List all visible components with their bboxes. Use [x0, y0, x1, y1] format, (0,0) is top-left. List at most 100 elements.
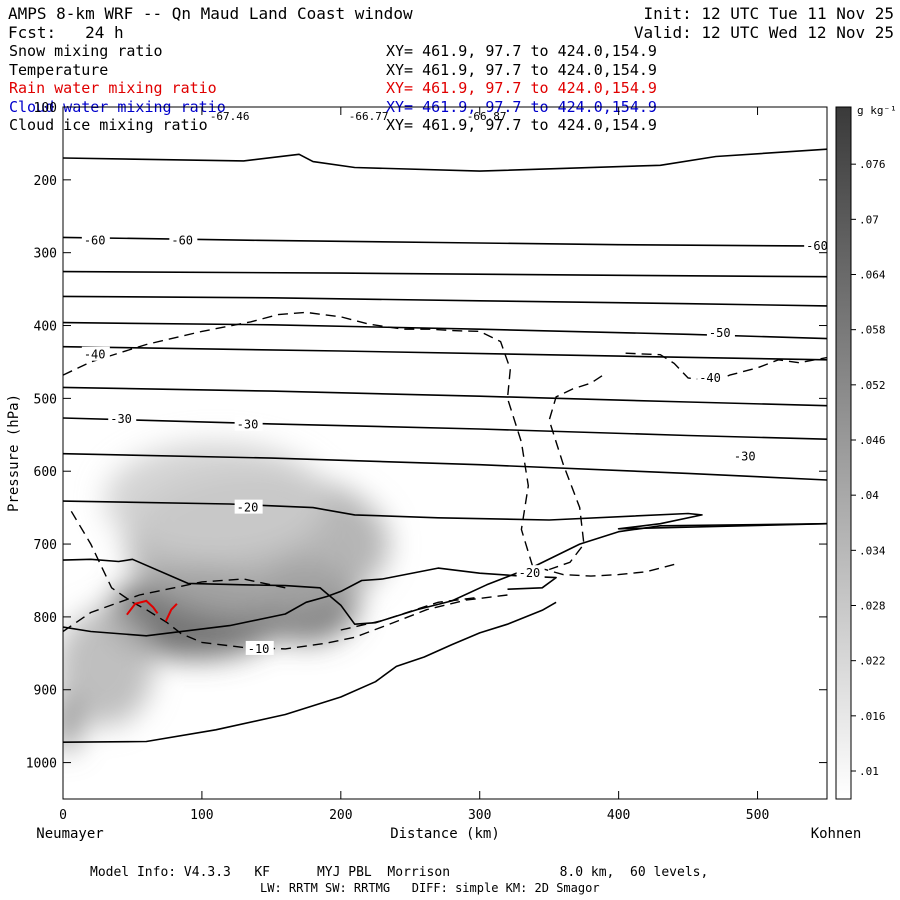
colorbar-tick-label: .034: [859, 544, 886, 557]
isotherm-label: -60: [171, 233, 193, 247]
temperature-isotherm: [63, 295, 827, 307]
snow-mixing-ratio-blob: [104, 442, 327, 559]
colorbar-tick-label: .07: [859, 213, 879, 226]
y-tick-label: 800: [34, 611, 57, 626]
y-tick-label: 1000: [26, 757, 57, 772]
isotherm-label: -60: [806, 239, 828, 253]
isotherm-label-backing: [234, 499, 263, 514]
isotherm-label: -30: [237, 418, 259, 432]
field-xy-range: XY= 461.9, 97.7 to 424.0,154.9: [386, 79, 657, 97]
y-tick-label: 500: [34, 392, 57, 407]
forecast-hour: Fcst: 24 h: [8, 23, 124, 42]
valid-time: Valid: 12 UTC Wed 12 Nov 25: [633, 23, 894, 42]
isotherm-label: -10: [248, 642, 270, 656]
colorbar-tick-label: .022: [859, 655, 886, 668]
isotherm-label: -50: [709, 326, 731, 340]
y-tick-label: 400: [34, 320, 57, 335]
colorbar-tick-label: .028: [859, 600, 886, 613]
colorbar-unit: g kg⁻¹: [857, 104, 897, 117]
isotherm-label-backing: [81, 346, 110, 361]
isotherm-label: -20: [237, 501, 259, 515]
y-tick-label: 700: [34, 538, 57, 553]
field-label: Rain water mixing ratio: [9, 79, 217, 97]
colorbar-tick-label: .04: [859, 489, 879, 502]
plot-frame: [62, 106, 828, 800]
isotherm-label-backing: [516, 565, 545, 580]
cloud-ice-contour: [548, 375, 603, 571]
isotherm-label-backing: [731, 448, 760, 463]
rain-water-contour: [164, 603, 178, 622]
colorbar-tick-label: .046: [859, 434, 886, 447]
temperature-isotherm: [63, 500, 827, 530]
model-info-line2: LW: RRTM SW: RRTMG DIFF: simple KM: 2D S…: [260, 881, 600, 895]
colorbar: .01 .016 .022 .028 .034 .04 .046 .052 .058 .064 .0…: [835, 104, 897, 800]
isotherm-label-backing: [108, 410, 137, 425]
rain-water-contour: [126, 599, 159, 616]
isotherm-label-backing: [697, 369, 726, 384]
isotherm-label: -20: [519, 566, 541, 580]
isotherm-label-backing: [706, 324, 735, 339]
isotherm-label: -30: [734, 450, 756, 464]
isotherm-label-backing: [81, 232, 110, 247]
temperature-isotherm: [63, 386, 827, 407]
model-info-line1: Model Info: V4.3.3 KF MYJ PBL Morrison 8…: [90, 865, 709, 880]
contour-labels: -60 -60 -60 -50 -40 -40 -30 -30 -30 -20 -20 -10 -67.…: [81, 110, 833, 656]
x-tick-label: 400: [607, 808, 630, 823]
cloud-ice-contour: [340, 596, 480, 631]
y-tick-label: 200: [34, 174, 57, 189]
isotherm-label-backing: [245, 640, 274, 655]
isotherm-label: -30: [110, 412, 132, 426]
colorbar-tick-label: .076: [859, 158, 886, 171]
x-tick-label: 300: [468, 808, 491, 823]
y-tick-label: 100: [34, 101, 57, 116]
colorbar-tick-label: .01: [859, 765, 879, 778]
colorbar-tick-label: .064: [859, 269, 886, 282]
x-tick-label: 500: [746, 808, 769, 823]
chart-title: AMPS 8-km WRF -- Qn Maud Land Coast wind…: [8, 4, 413, 23]
y-tick-label: 300: [34, 247, 57, 262]
field-label: Temperature: [9, 60, 109, 79]
field-label: Cloud ice mixing ratio: [9, 116, 208, 134]
cloud-ice-contour: [70, 510, 508, 650]
colorbar-tick-label: .052: [859, 379, 886, 392]
colorbar-scale: [835, 106, 852, 800]
x-left-location-label: Neumayer: [36, 826, 103, 842]
colorbar-tick-label: .058: [859, 324, 886, 337]
temperature-isotherm: [63, 148, 827, 172]
x-tick-label: 200: [329, 808, 352, 823]
top-value-mark: -67.46: [210, 110, 250, 123]
snow-mixing-ratio-blob: [63, 693, 82, 752]
y-axis-label: Pressure (hPa): [6, 394, 22, 512]
init-time: Init: 12 UTC Tue 11 Nov 25: [643, 4, 894, 23]
isotherm-label-backing: [169, 232, 198, 247]
cloud-ice-contour: [63, 578, 286, 633]
axes: 100 200 300 400 500 600 700 800 900 1000 0 100 200 30…: [6, 101, 861, 842]
field-label: Snow mixing ratio: [9, 42, 163, 60]
isotherm-label-backing: [804, 238, 833, 253]
colorbar-tick-label: .016: [859, 710, 886, 723]
contour-lines: [63, 148, 827, 743]
field-xy-range: XY= 461.9, 97.7 to 424.0,154.9: [386, 116, 657, 134]
field-xy-range: XY= 461.9, 97.7 to 424.0,154.9: [386, 60, 657, 79]
cloud-ice-contour: [63, 311, 675, 577]
temperature-isotherm: [63, 452, 827, 481]
top-value-mark: -66.87: [467, 110, 507, 123]
snow-shading: [63, 442, 390, 752]
y-tick-label: 900: [34, 684, 57, 699]
isotherm-label: -60: [84, 233, 106, 247]
temperature-isotherm: [63, 270, 827, 278]
x-axis-label: Distance (km): [390, 826, 500, 842]
x-right-location-label: Kohnen: [811, 826, 862, 842]
temperature-isotherm: [63, 522, 827, 626]
y-tick-label: 600: [34, 465, 57, 480]
temperature-isotherm: [63, 601, 557, 743]
field-xy-range: XY= 461.9, 97.7 to 424.0,154.9: [386, 42, 657, 60]
x-tick-label: 0: [59, 808, 67, 823]
isotherm-label: -40: [699, 371, 721, 385]
x-tick-label: 100: [190, 808, 213, 823]
snow-mixing-ratio-blob: [63, 609, 154, 727]
temperature-isotherm: [63, 417, 827, 440]
isotherm-label: -40: [84, 348, 106, 362]
top-value-mark: -66.77: [349, 110, 389, 123]
